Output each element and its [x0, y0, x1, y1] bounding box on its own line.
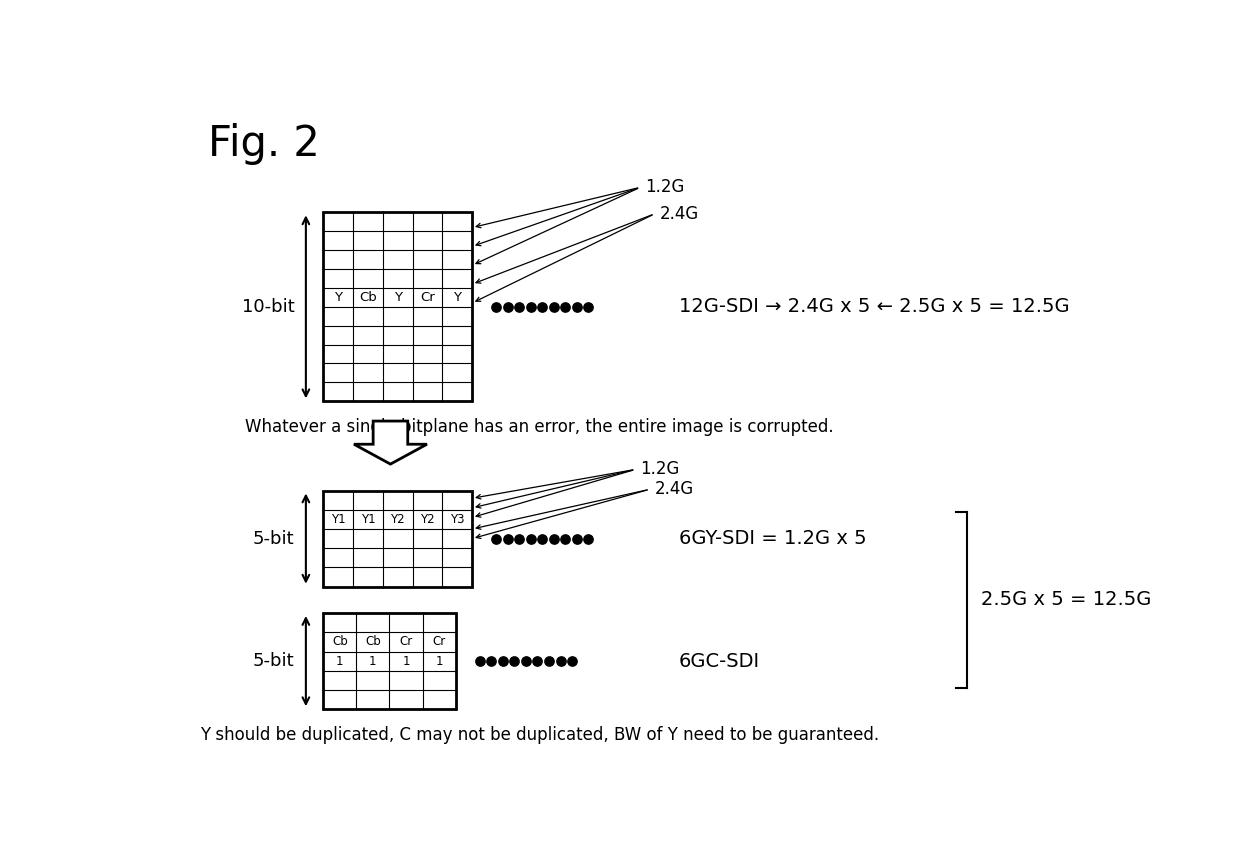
- Text: Y: Y: [393, 291, 402, 304]
- Bar: [324, 212, 472, 401]
- Point: [481, 654, 501, 668]
- Text: 2.4G: 2.4G: [655, 480, 694, 498]
- Text: 5-bit: 5-bit: [253, 652, 294, 670]
- Point: [497, 531, 517, 545]
- Text: Cb: Cb: [360, 291, 377, 304]
- Text: 5-bit: 5-bit: [253, 530, 294, 548]
- Text: Cr: Cr: [420, 291, 435, 304]
- Text: Y1: Y1: [331, 513, 346, 526]
- Point: [544, 300, 564, 314]
- Point: [539, 654, 559, 668]
- Point: [505, 654, 525, 668]
- Text: 1.2G: 1.2G: [640, 460, 680, 478]
- Text: 1.2G: 1.2G: [645, 178, 684, 196]
- Point: [532, 300, 552, 314]
- Point: [497, 300, 517, 314]
- Point: [510, 300, 529, 314]
- Point: [521, 300, 541, 314]
- Text: Y should be duplicated, C may not be duplicated, BW of Y need to be guaranteed.: Y should be duplicated, C may not be dup…: [200, 726, 879, 744]
- Point: [556, 300, 575, 314]
- Point: [494, 654, 513, 668]
- Text: 2.5G x 5 = 12.5G: 2.5G x 5 = 12.5G: [982, 590, 1152, 610]
- Point: [544, 531, 564, 545]
- Point: [579, 300, 599, 314]
- Point: [567, 531, 587, 545]
- Point: [579, 531, 599, 545]
- Point: [521, 531, 541, 545]
- Point: [516, 654, 536, 668]
- Text: 6GY-SDI = 1.2G x 5: 6GY-SDI = 1.2G x 5: [678, 529, 867, 548]
- Point: [567, 300, 587, 314]
- Text: 6GC-SDI: 6GC-SDI: [678, 652, 760, 671]
- Text: 10-bit: 10-bit: [242, 298, 294, 316]
- Text: Whatever a single bitplane has an error, the entire image is corrupted.: Whatever a single bitplane has an error,…: [246, 418, 833, 436]
- Text: Cr: Cr: [433, 636, 446, 648]
- Text: 1: 1: [370, 654, 377, 667]
- Point: [562, 654, 582, 668]
- Text: 1: 1: [402, 654, 409, 667]
- Text: Y1: Y1: [361, 513, 376, 526]
- Polygon shape: [353, 421, 427, 464]
- Text: Fig. 2: Fig. 2: [208, 123, 320, 165]
- Text: Y2: Y2: [391, 513, 405, 526]
- Point: [551, 654, 570, 668]
- Bar: [324, 613, 456, 710]
- Point: [486, 300, 506, 314]
- Text: 1: 1: [336, 654, 343, 667]
- Point: [532, 531, 552, 545]
- Point: [556, 531, 575, 545]
- Text: Cb: Cb: [365, 636, 381, 648]
- Text: 2.4G: 2.4G: [660, 205, 699, 223]
- Text: Cr: Cr: [399, 636, 413, 648]
- Point: [470, 654, 490, 668]
- Text: Y: Y: [334, 291, 342, 304]
- Text: Cb: Cb: [332, 636, 347, 648]
- Text: Y: Y: [454, 291, 461, 304]
- Text: 12G-SDI → 2.4G x 5 ← 2.5G x 5 = 12.5G: 12G-SDI → 2.4G x 5 ← 2.5G x 5 = 12.5G: [678, 298, 1069, 316]
- Point: [486, 531, 506, 545]
- Point: [510, 531, 529, 545]
- Text: Y3: Y3: [450, 513, 465, 526]
- Text: Y2: Y2: [420, 513, 435, 526]
- Point: [527, 654, 547, 668]
- Text: 1: 1: [435, 654, 443, 667]
- Bar: [324, 490, 472, 587]
